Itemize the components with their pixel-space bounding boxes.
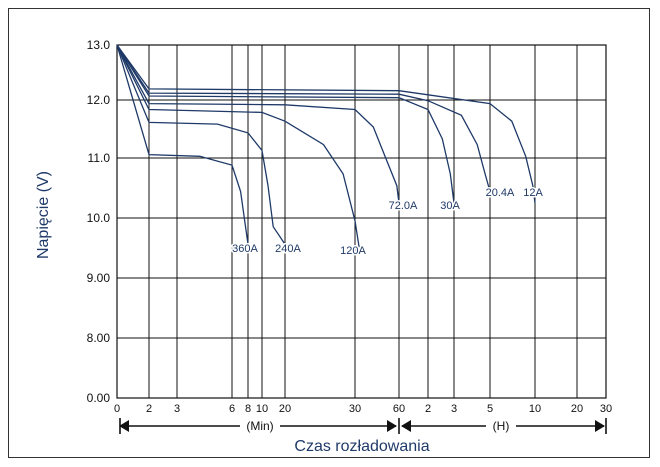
x-tick-label-min: 10 [256, 403, 268, 415]
x-tick-label-h: 10 [529, 403, 541, 415]
h-range-arrow-left [401, 420, 411, 432]
curve-label: 240A [275, 243, 301, 255]
min-range-arrow-right [387, 420, 397, 432]
curve-label: 30A [440, 200, 460, 212]
discharge-curve [116, 44, 249, 245]
curve-label: 360A [232, 243, 258, 255]
discharge-curve [116, 44, 286, 245]
x-tick-label-h: 2 [425, 403, 431, 415]
y-tick-label: 13.0 [87, 38, 111, 52]
x-tick-label-min: 0 [114, 403, 120, 415]
x-tick-label-min: 30 [349, 403, 361, 415]
discharge-curve [116, 44, 360, 248]
curve-label: 20.4A [486, 187, 515, 199]
x-tick-label-min: 60 [393, 403, 405, 415]
discharge-curve [116, 44, 455, 204]
x-tick-label-h: 5 [487, 403, 493, 415]
x-tick-label-h: 3 [451, 403, 457, 415]
x-tick-label-min: 6 [229, 403, 235, 415]
x-tick-label-min: 20 [279, 403, 291, 415]
discharge-curve [116, 44, 536, 204]
x-axis-title: Czas rozładowania [294, 438, 429, 455]
x-unit-min: (Min) [246, 419, 273, 433]
curve-label: 120A [340, 245, 366, 257]
curve-label: 72.0A [389, 200, 418, 212]
y-tick-label: 8.00 [87, 331, 111, 345]
y-tick-label: 11.0 [88, 151, 111, 165]
y-tick-label: 12.0 [87, 93, 111, 107]
y-tick-label: 9.00 [87, 271, 111, 285]
x-unit-h: (H) [493, 419, 510, 433]
x-tick-label-min: 3 [174, 403, 180, 415]
plot-area [116, 44, 607, 399]
chart-frame [8, 8, 650, 458]
discharge-curve [116, 44, 400, 204]
y-tick-label: 10.0 [87, 211, 111, 225]
y-tick-label: 0.00 [87, 391, 111, 405]
x-tick-label-min: 2 [146, 403, 152, 415]
h-range-arrow-right [595, 420, 605, 432]
discharge-curve [116, 44, 491, 192]
x-tick-label-h: 30 [600, 403, 612, 415]
x-tick-label-min: 8 [245, 403, 251, 415]
x-tick-label-h: 20 [571, 403, 583, 415]
y-axis-title: Napięcie (V) [35, 171, 52, 259]
min-range-arrow-left [119, 420, 129, 432]
curve-label: 12A [523, 187, 543, 199]
